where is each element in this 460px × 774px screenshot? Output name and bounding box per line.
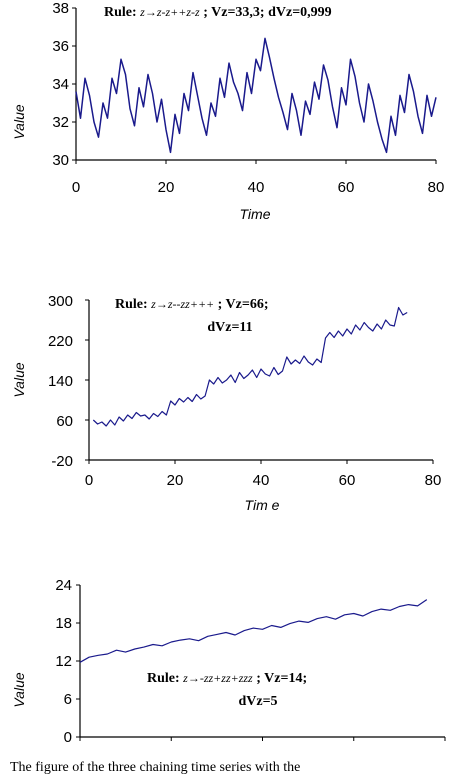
chart-2-x-tick-label: 0 xyxy=(85,472,93,489)
chart-3-plot-area xyxy=(76,584,446,741)
chart-3-y-tick-label: 12 xyxy=(55,653,72,670)
chart-1-x-tick-label: 0 xyxy=(72,179,80,196)
chart-2-y-tick-label: 300 xyxy=(48,293,73,310)
chart-2-y-axis-title: Value xyxy=(11,362,27,398)
chart-2-x-tick-label: 20 xyxy=(167,472,184,489)
chart-1-y-tick-label: 38 xyxy=(52,0,69,17)
figure-caption: The figure of the three chaining time se… xyxy=(10,760,300,774)
chart-2-plot-area xyxy=(85,299,434,464)
chart-3-series-line xyxy=(79,599,428,663)
chart-2-rule-annotation: Rule: z→z--zz+++ ; Vz=66; xyxy=(115,297,269,312)
chart-1-x-tick-label: 80 xyxy=(428,179,445,196)
chart-3-rule-annotation: Rule: z→-zz+zz+zzz ; Vz=14; xyxy=(147,671,307,686)
chart-2-y-tick-label: -20 xyxy=(51,453,73,470)
chart-1-y-tick-label: 36 xyxy=(52,38,69,55)
chart-3-y-tick-label: 0 xyxy=(64,729,72,746)
chart-3: 0 6 12 18 24 Value Rule: z→-zz+zz+zzz ; … xyxy=(11,577,446,746)
chart-1: 30 32 34 36 38 0 20 40 60 80 Time Value … xyxy=(11,0,444,222)
chart-1-y-axis-title: Value xyxy=(11,104,27,140)
chart-2-y-tick-label: 60 xyxy=(56,413,73,430)
chart-1-y-tick-label: 34 xyxy=(52,76,69,93)
chart-1-x-tick-label: 60 xyxy=(338,179,355,196)
chart-2-y-tick-label: 220 xyxy=(48,333,73,350)
chart-1-plot-area xyxy=(72,7,437,164)
chart-3-y-tick-label: 24 xyxy=(55,577,72,594)
chart-3-y-tick-label: 6 xyxy=(64,691,72,708)
chart-3-rule-annotation-line2: dVz=5 xyxy=(238,694,277,709)
chart-3-y-axis-title: Value xyxy=(11,672,27,708)
chart-2-y-tick-label: 140 xyxy=(48,373,73,390)
chart-1-x-tick-label: 20 xyxy=(158,179,175,196)
chart-2-x-tick-label: 60 xyxy=(339,472,356,489)
chart-1-y-tick-label: 32 xyxy=(52,114,69,131)
chart-2-x-tick-label: 40 xyxy=(253,472,270,489)
chart-2-x-tick-label: 80 xyxy=(425,472,442,489)
chart-1-y-tick-label: 30 xyxy=(52,152,69,169)
chart-1-x-axis-title: Time xyxy=(240,206,271,222)
chart-2-x-axis-title: Tim e xyxy=(245,497,280,513)
chart-2: -20 60 140 220 300 0 20 40 60 80 Tim e V… xyxy=(11,293,441,513)
chart-3-y-tick-label: 18 xyxy=(55,615,72,632)
chart-1-rule-annotation: Rule: z→z-z++z-z ; Vz=33,3; dVz=0,999 xyxy=(104,5,332,20)
chart-1-x-tick-label: 40 xyxy=(248,179,265,196)
chart-2-series-line xyxy=(92,306,408,427)
chart-1-series-line xyxy=(75,37,437,154)
chart-2-rule-annotation-line2: dVz=11 xyxy=(207,320,252,335)
